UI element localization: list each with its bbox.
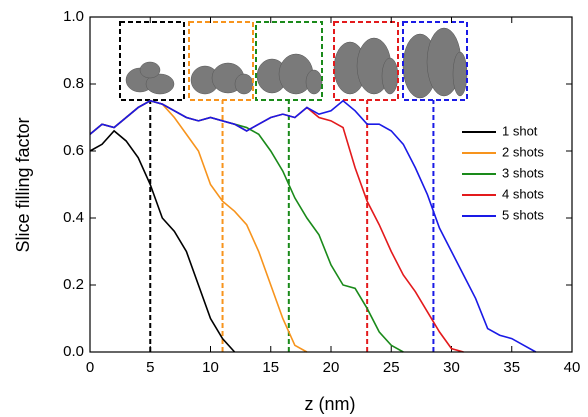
series-line <box>89 129 236 353</box>
x-axis-label: z (nm) <box>305 394 356 414</box>
legend-label: 4 shots <box>502 186 544 201</box>
series-line <box>89 99 464 353</box>
series-line <box>89 99 537 353</box>
y-tick-label: 0.4 <box>63 209 84 226</box>
x-tick-label: 40 <box>564 359 581 376</box>
y-tick-label: 0.6 <box>63 142 84 159</box>
legend-label: 2 shots <box>502 144 544 159</box>
x-tick-label: 20 <box>323 359 340 376</box>
plot-frame <box>89 16 573 353</box>
y-tick-label: 0.0 <box>63 343 84 360</box>
x-tick-label: 30 <box>443 359 460 376</box>
x-tick-label: 0 <box>86 359 94 376</box>
y-tick-label: 0.8 <box>63 75 84 92</box>
insets <box>125 27 468 99</box>
y-tick-label: 0.2 <box>63 276 84 293</box>
legend-label: 5 shots <box>502 207 544 222</box>
x-tick-label: 35 <box>503 359 520 376</box>
x-tick-label: 25 <box>383 359 400 376</box>
legend-label: 1 shot <box>502 123 538 138</box>
y-axis-label: Slice filling factor <box>13 117 33 252</box>
x-tick-label: 10 <box>202 359 219 376</box>
legend-label: 3 shots <box>502 165 544 180</box>
x-tick-label: 5 <box>146 359 154 376</box>
x-tick-label: 15 <box>262 359 279 376</box>
y-tick-label: 1.0 <box>63 8 84 25</box>
